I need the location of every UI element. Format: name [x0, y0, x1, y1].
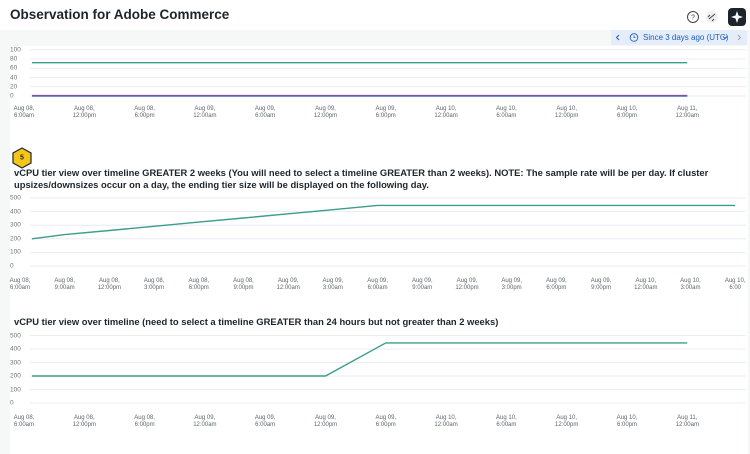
x-tick-label: Aug 10, 12:00am	[434, 415, 458, 428]
assistant-button[interactable]	[728, 8, 746, 26]
link-icon[interactable]	[706, 11, 718, 23]
x-tick-label: Aug 09, 12:00am	[193, 415, 217, 428]
chart-title: vCPU tier view over timeline (need to se…	[14, 316, 499, 327]
header-bar	[0, 0, 750, 30]
clock-hands	[633, 35, 636, 38]
x-tick-label: Aug 08, 6:00pm	[188, 278, 210, 291]
x-tick-label: Aug 11, 12:00am	[675, 415, 699, 428]
x-tick-label: Aug 09, 12:00pm	[313, 415, 338, 428]
x-tick-label: Aug 10, 6:00am	[496, 106, 517, 119]
x-tick-label: Aug 08, 6:00am	[13, 415, 35, 428]
x-tick-label: Aug 08, 12:00pm	[72, 106, 96, 119]
y-tick-label: 300	[10, 221, 21, 229]
x-tick-label: Aug 09, 12:00am	[276, 278, 300, 291]
y-tick-label: 100	[10, 248, 21, 256]
x-tick-label: Aug 09, 9:00pm	[590, 278, 612, 291]
panel-area	[10, 46, 748, 454]
x-tick-label: Aug 08, 12:00pm	[97, 278, 122, 291]
y-tick-label: 0	[10, 399, 14, 407]
page-title: Observation for Adobe Commerce	[10, 7, 230, 22]
help-glyph: ?	[691, 15, 695, 22]
y-tick-label: 400	[10, 345, 21, 353]
x-tick-label: Aug 10, 12:00pm	[555, 415, 579, 428]
x-tick-label: Aug 08, 6:00pm	[134, 415, 155, 428]
dropdown-caret[interactable]	[722, 36, 728, 40]
x-tick-label: Aug 08, 9:00am	[54, 278, 76, 291]
y-tick-label: 100	[10, 46, 21, 54]
clock-icon	[629, 33, 639, 42]
x-tick-label: Aug 10, 6:00pm	[616, 106, 638, 119]
x-tick-label: Aug 09, 12:00am	[193, 106, 217, 119]
x-tick-label: Aug 11, 12:00am	[675, 106, 699, 119]
badge-hexagon	[12, 147, 32, 169]
time-range[interactable]: Since 3 days ago (UTC)	[643, 33, 729, 42]
x-tick-label: Aug 10, 6:00	[724, 278, 746, 291]
help-icon[interactable]: ?	[687, 11, 699, 23]
x-tick-label: Aug 08, 9:00pm	[233, 278, 254, 291]
x-tick-label: Aug 09, 12:00pm	[455, 278, 479, 291]
y-tick-label: 0	[10, 262, 14, 270]
chart-title: vCPU tier view over timeline GREATER 2 w…	[14, 167, 709, 190]
y-tick-label: 200	[10, 235, 21, 243]
series-line	[31, 204, 736, 240]
y-tick-label: 200	[10, 372, 21, 380]
x-tick-label: Aug 09, 6:00am	[254, 415, 276, 428]
x-tick-label: Aug 10, 6:00pm	[616, 415, 638, 428]
x-tick-label: Aug 09, 6:00pm	[375, 415, 397, 428]
y-tick-label: 0	[10, 92, 14, 100]
series-line	[32, 342, 688, 377]
x-tick-label: Aug 09, 12:00pm	[313, 106, 338, 119]
next-arrow[interactable]	[737, 34, 742, 41]
y-tick-label: 500	[10, 332, 21, 339]
x-tick-label: Aug 09, 6:00am	[367, 278, 388, 291]
prev-arrow[interactable]	[615, 34, 620, 41]
x-tick-label: Aug 08, 6:00pm	[134, 106, 155, 119]
x-tick-label: Aug 10, 3:00am	[680, 278, 701, 291]
x-tick-label: Aug 10, 6:00am	[496, 415, 517, 428]
y-tick-label: 20	[10, 83, 18, 91]
x-tick-label: Aug 08, 6:00am	[9, 278, 31, 291]
x-tick-label: Aug 10, 12:00pm	[555, 106, 579, 119]
step-badge: 5	[20, 154, 24, 162]
y-tick-label: 80	[10, 55, 18, 63]
y-tick-label: 60	[10, 64, 18, 72]
y-tick-label: 300	[10, 359, 21, 366]
x-tick-label: Aug 09, 6:00pm	[546, 278, 567, 291]
x-tick-label: Aug 08, 12:00pm	[72, 415, 96, 428]
x-tick-label: Aug 09, 3:00pm	[501, 278, 523, 291]
x-tick-label: Aug 08, 6:00am	[13, 106, 35, 119]
y-tick-label: 400	[10, 208, 21, 216]
x-tick-label: Aug 10, 12:00am	[634, 278, 658, 291]
x-tick-label: Aug 09, 9:00am	[411, 278, 433, 291]
x-tick-label: Aug 08, 3:00pm	[143, 278, 165, 291]
x-tick-label: Aug 10, 12:00am	[434, 106, 458, 119]
time-picker[interactable]	[611, 30, 747, 45]
y-tick-label: 100	[10, 386, 21, 393]
y-tick-label: 40	[10, 74, 18, 81]
x-tick-label: Aug 09, 3:00am	[322, 278, 344, 291]
y-tick-label: 500	[10, 194, 21, 202]
x-tick-label: Aug 09, 6:00pm	[375, 106, 397, 119]
x-tick-label: Aug 09, 6:00am	[254, 106, 276, 119]
